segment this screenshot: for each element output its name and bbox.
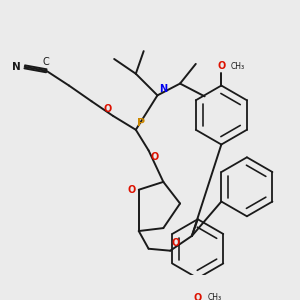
Text: O: O (103, 104, 112, 114)
Text: O: O (172, 238, 180, 248)
Text: O: O (127, 185, 136, 195)
Text: O: O (151, 152, 159, 162)
Text: P: P (137, 118, 145, 128)
Text: O: O (194, 293, 202, 300)
Text: C: C (43, 57, 50, 67)
Text: N: N (159, 84, 167, 94)
Text: N: N (12, 62, 21, 72)
Text: O: O (217, 61, 226, 71)
Text: CH₃: CH₃ (231, 62, 245, 71)
Text: CH₃: CH₃ (207, 293, 221, 300)
